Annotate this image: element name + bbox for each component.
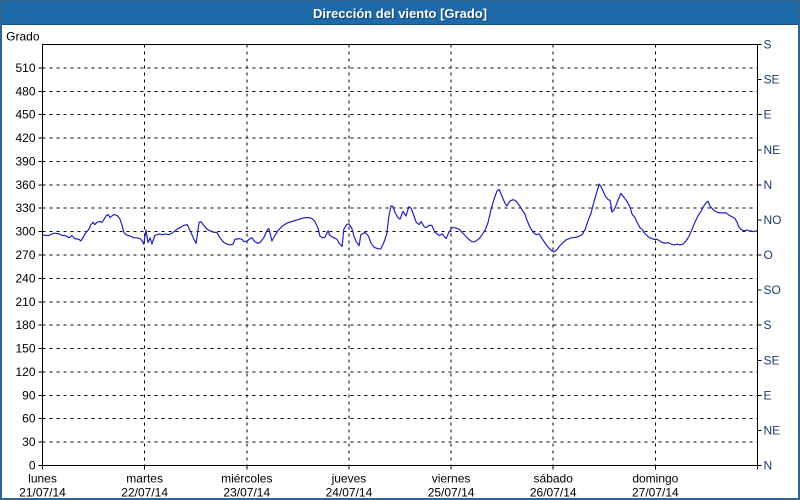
chart-title-bar: Dirección del viento [Grado] <box>2 2 798 25</box>
day-date-label: 26/07/14 <box>530 486 577 500</box>
left-axis-tick-label: 270 <box>15 248 35 262</box>
day-date-label: 23/07/14 <box>223 486 270 500</box>
left-axis-tick-label: 330 <box>15 201 35 215</box>
left-axis-tick-label: 180 <box>15 318 35 332</box>
right-axis-compass-label: N <box>764 459 773 473</box>
left-axis-tick-label: 210 <box>15 295 35 309</box>
day-date-label: 24/07/14 <box>326 486 373 500</box>
right-axis-compass-label: SE <box>764 353 780 367</box>
right-axis-compass-label: S <box>764 38 772 52</box>
left-axis-tick-label: 30 <box>22 435 36 449</box>
left-axis-tick-label: 240 <box>15 271 35 285</box>
right-axis-compass-label: O <box>764 248 773 262</box>
right-axis-compass-label: NE <box>764 423 781 437</box>
day-name-label: viernes <box>432 472 471 486</box>
day-name-label: jueves <box>331 472 367 486</box>
day-name-label: sábado <box>534 472 574 486</box>
left-axis-title: Grado <box>6 30 40 44</box>
day-date-label: 22/07/14 <box>121 486 168 500</box>
day-name-label: martes <box>126 472 163 486</box>
day-date-label: 27/07/14 <box>632 486 679 500</box>
day-name-label: miércoles <box>221 472 272 486</box>
left-axis-tick-label: 90 <box>22 388 36 402</box>
right-axis-compass-label: SO <box>764 283 781 297</box>
left-axis-tick-label: 450 <box>15 108 35 122</box>
chart-title: Dirección del viento [Grado] <box>312 5 488 21</box>
right-axis-compass-label: S <box>764 318 772 332</box>
day-name-label: domingo <box>632 472 678 486</box>
left-axis-tick-label: 480 <box>15 84 35 98</box>
left-axis-tick-label: 390 <box>15 154 35 168</box>
wind-direction-line <box>42 183 758 253</box>
left-axis-tick-label: 300 <box>15 225 35 239</box>
day-date-label: 25/07/14 <box>428 486 475 500</box>
day-name-label: lunes <box>28 472 57 486</box>
right-axis-compass-label: SE <box>764 73 780 87</box>
left-axis-tick-label: 0 <box>29 459 36 473</box>
left-axis-tick-label: 360 <box>15 178 35 192</box>
left-axis-tick-label: 510 <box>15 61 35 75</box>
right-axis-compass-label: E <box>764 388 772 402</box>
day-date-label: 21/07/14 <box>19 486 66 500</box>
left-axis-tick-label: 150 <box>15 342 35 356</box>
right-axis-compass-label: N <box>764 178 773 192</box>
right-axis-compass-label: NO <box>764 213 782 227</box>
left-axis-tick-label: 60 <box>22 412 36 426</box>
right-axis-compass-label: NE <box>764 143 781 157</box>
left-axis-tick-label: 420 <box>15 131 35 145</box>
right-axis-compass-label: E <box>764 108 772 122</box>
left-axis-tick-label: 120 <box>15 365 35 379</box>
